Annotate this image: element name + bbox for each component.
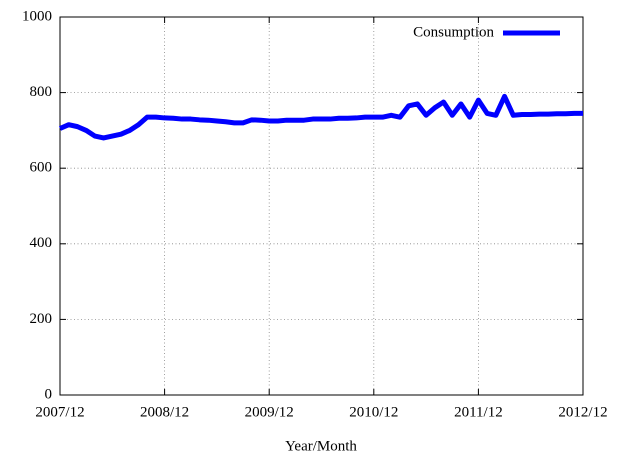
x-tick-label: 2009/12 — [245, 404, 294, 420]
line — [59, 93, 583, 141]
y-tick-label: 0 — [45, 386, 53, 402]
y-tick-label: 200 — [30, 311, 53, 327]
y-tick-label: 400 — [30, 235, 53, 251]
y-tick-label: 600 — [30, 160, 53, 176]
x-tick-label: 2007/12 — [35, 404, 84, 420]
x-tick-label: 2011/12 — [454, 404, 503, 420]
legend-label: Consumption — [413, 24, 494, 40]
x-tick-label: 2008/12 — [140, 404, 189, 420]
y-tick-label: 1000 — [22, 8, 52, 24]
x-tick-label: 2012/12 — [558, 404, 607, 420]
x-tick-label: 2010/12 — [349, 404, 398, 420]
plot-frame — [59, 16, 584, 396]
y-tick-label: 800 — [30, 84, 53, 100]
x-axis-label: Year/Month — [285, 438, 357, 454]
